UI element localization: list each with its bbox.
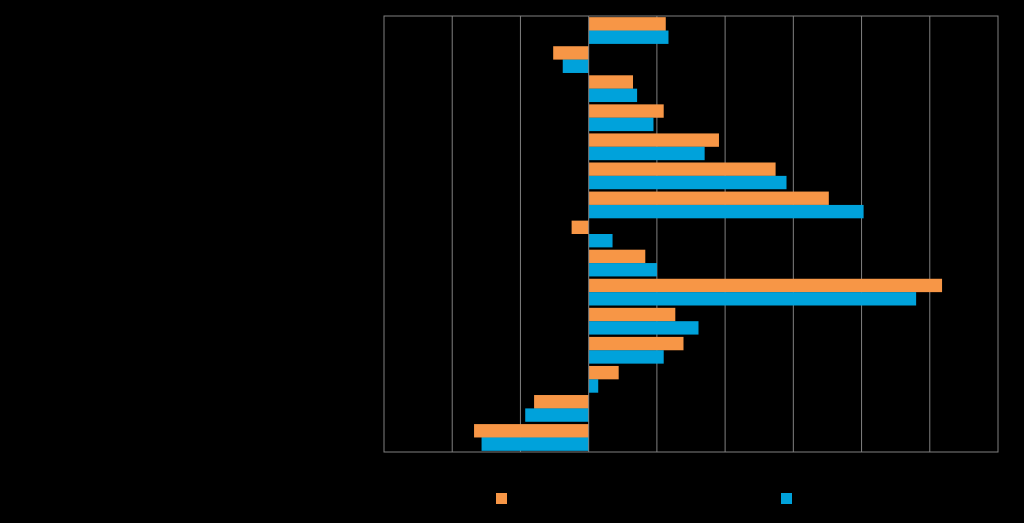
bar-s1-c9 — [588, 292, 917, 306]
bar-s1-c3 — [588, 117, 654, 132]
bar-s0-c1 — [553, 46, 589, 60]
bar-s1-c14 — [481, 437, 589, 451]
bar-s0-c12 — [588, 365, 619, 380]
gridlines — [451, 16, 931, 452]
plot-background — [384, 16, 998, 452]
bar-s1-c13 — [525, 408, 589, 422]
legend-swatch-1 — [781, 493, 792, 504]
bar-s1-c11 — [588, 350, 664, 364]
bar-s1-c10 — [588, 321, 699, 335]
bar-s1-c4 — [588, 146, 705, 161]
bar-s0-c3 — [588, 104, 664, 118]
bar-s0-c5 — [588, 162, 776, 176]
bar-s0-c13 — [534, 395, 589, 409]
bar-s1-c8 — [588, 263, 657, 277]
bar-s1-c1 — [562, 59, 589, 73]
bar-s0-c14 — [474, 424, 589, 438]
bar-s1-c7 — [588, 234, 613, 248]
bar-s0-c0 — [588, 17, 666, 31]
bar-s1-c5 — [588, 175, 787, 190]
bar-s1-c6 — [588, 204, 864, 219]
bar-s0-c9 — [588, 278, 943, 293]
plot-frame — [383, 15, 999, 453]
bar-s0-c8 — [588, 249, 646, 264]
legend — [496, 493, 792, 504]
bar-s0-c6 — [588, 191, 829, 205]
bar-s1-c2 — [588, 88, 638, 103]
bar-s1-c12 — [588, 379, 599, 393]
legend-swatch-0 — [496, 493, 507, 504]
bar-s1-c0 — [588, 30, 669, 44]
bar-s0-c4 — [588, 133, 719, 147]
bar-s0-c2 — [588, 75, 634, 89]
bar-s0-c10 — [588, 307, 676, 322]
bar-s0-c11 — [588, 336, 684, 351]
bar-s0-c7 — [571, 220, 589, 234]
bars — [474, 17, 943, 451]
